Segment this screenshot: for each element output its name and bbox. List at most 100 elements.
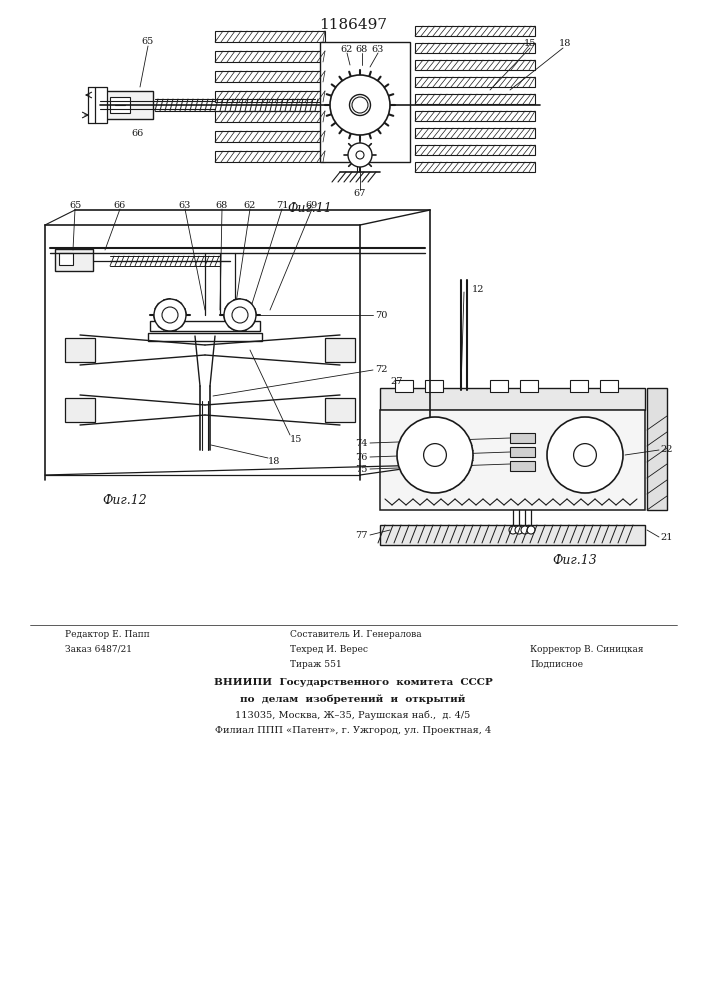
Circle shape xyxy=(515,526,523,534)
Circle shape xyxy=(224,299,256,331)
Bar xyxy=(647,388,667,510)
Bar xyxy=(215,131,325,142)
Text: 68: 68 xyxy=(216,200,228,210)
Text: 22: 22 xyxy=(660,446,672,454)
Text: 69: 69 xyxy=(306,200,318,210)
Bar xyxy=(325,338,355,362)
Text: 70: 70 xyxy=(375,310,387,320)
Bar xyxy=(415,43,535,53)
Text: 65: 65 xyxy=(142,37,154,46)
Text: 18: 18 xyxy=(559,39,571,48)
Text: 15: 15 xyxy=(290,436,303,444)
Bar xyxy=(510,447,535,457)
Text: Фиг.11: Фиг.11 xyxy=(288,202,332,215)
Circle shape xyxy=(573,444,597,466)
Text: 75: 75 xyxy=(356,464,368,474)
Bar xyxy=(600,380,618,392)
Text: Фиг.12: Фиг.12 xyxy=(103,493,147,506)
Text: 76: 76 xyxy=(356,452,368,462)
Text: Тираж 551: Тираж 551 xyxy=(290,660,341,669)
Text: 12: 12 xyxy=(472,286,484,294)
Bar xyxy=(95,87,107,123)
Bar xyxy=(105,91,153,119)
Text: Корректор В. Синицкая: Корректор В. Синицкая xyxy=(530,645,643,654)
Text: 66: 66 xyxy=(114,200,126,210)
Text: Фиг.13: Фиг.13 xyxy=(553,554,597,566)
Bar xyxy=(415,60,535,70)
Text: 74: 74 xyxy=(356,438,368,448)
Bar xyxy=(215,111,325,122)
Text: 65: 65 xyxy=(69,200,81,210)
Circle shape xyxy=(349,95,370,115)
Bar xyxy=(415,26,535,36)
Bar xyxy=(510,461,535,471)
Circle shape xyxy=(348,143,372,167)
Bar xyxy=(415,111,535,121)
Bar xyxy=(150,321,260,331)
Circle shape xyxy=(356,151,364,159)
Text: 62: 62 xyxy=(244,200,256,210)
Text: 67: 67 xyxy=(354,190,366,198)
Circle shape xyxy=(352,97,368,113)
Text: Редактор Е. Папп: Редактор Е. Папп xyxy=(65,630,150,639)
Bar xyxy=(215,31,325,42)
Bar xyxy=(325,398,355,422)
Bar xyxy=(380,410,645,510)
Circle shape xyxy=(423,444,446,466)
Bar xyxy=(510,433,535,443)
Bar xyxy=(55,249,93,271)
Circle shape xyxy=(509,526,517,534)
Text: 15: 15 xyxy=(524,39,536,48)
Text: 63: 63 xyxy=(179,200,191,210)
Circle shape xyxy=(521,526,529,534)
Circle shape xyxy=(330,75,390,135)
Bar xyxy=(425,380,443,392)
Text: 1186497: 1186497 xyxy=(319,18,387,32)
Text: 18: 18 xyxy=(268,458,281,466)
Bar xyxy=(110,97,130,113)
Text: 21: 21 xyxy=(660,532,672,542)
Text: 27: 27 xyxy=(390,377,402,386)
Bar xyxy=(59,253,73,265)
Bar xyxy=(65,338,95,362)
Bar xyxy=(490,380,508,392)
Text: ВНИИПИ  Государственного  комитета  СССР: ВНИИПИ Государственного комитета СССР xyxy=(214,678,492,687)
Text: по  делам  изобретений  и  открытий: по делам изобретений и открытий xyxy=(240,694,466,704)
Text: 68: 68 xyxy=(356,45,368,54)
Bar xyxy=(215,51,325,62)
Bar xyxy=(415,162,535,172)
Text: Подписное: Подписное xyxy=(530,660,583,669)
Bar xyxy=(415,145,535,155)
Bar xyxy=(148,333,262,341)
Text: 72: 72 xyxy=(375,365,387,374)
Text: 63: 63 xyxy=(372,45,384,54)
Circle shape xyxy=(547,417,623,493)
Text: Составитель И. Генералова: Составитель И. Генералова xyxy=(290,630,421,639)
Text: 66: 66 xyxy=(132,128,144,137)
Bar xyxy=(415,128,535,138)
Bar xyxy=(65,398,95,422)
Bar xyxy=(520,380,538,392)
Text: Заказ 6487/21: Заказ 6487/21 xyxy=(65,645,132,654)
Circle shape xyxy=(527,526,535,534)
Bar xyxy=(395,380,413,392)
Bar xyxy=(215,151,325,162)
Text: 62: 62 xyxy=(341,45,354,54)
Bar xyxy=(570,380,588,392)
Bar xyxy=(215,71,325,82)
Text: 71: 71 xyxy=(276,200,288,210)
Bar xyxy=(380,388,645,410)
Circle shape xyxy=(397,417,473,493)
Text: Техред И. Верес: Техред И. Верес xyxy=(290,645,368,654)
Text: 113035, Москва, Ж–35, Раушская наб.,  д. 4/5: 113035, Москва, Ж–35, Раушская наб., д. … xyxy=(235,710,471,720)
Bar xyxy=(415,77,535,87)
Circle shape xyxy=(232,307,248,323)
Circle shape xyxy=(154,299,186,331)
Circle shape xyxy=(162,307,178,323)
Bar xyxy=(215,91,325,102)
Bar xyxy=(320,42,410,162)
Bar xyxy=(415,94,535,104)
Text: 77: 77 xyxy=(356,530,368,540)
Text: Филиал ППП «Патент», г. Ужгород, ул. Проектная, 4: Филиал ППП «Патент», г. Ужгород, ул. Про… xyxy=(215,726,491,735)
Bar xyxy=(380,525,645,545)
